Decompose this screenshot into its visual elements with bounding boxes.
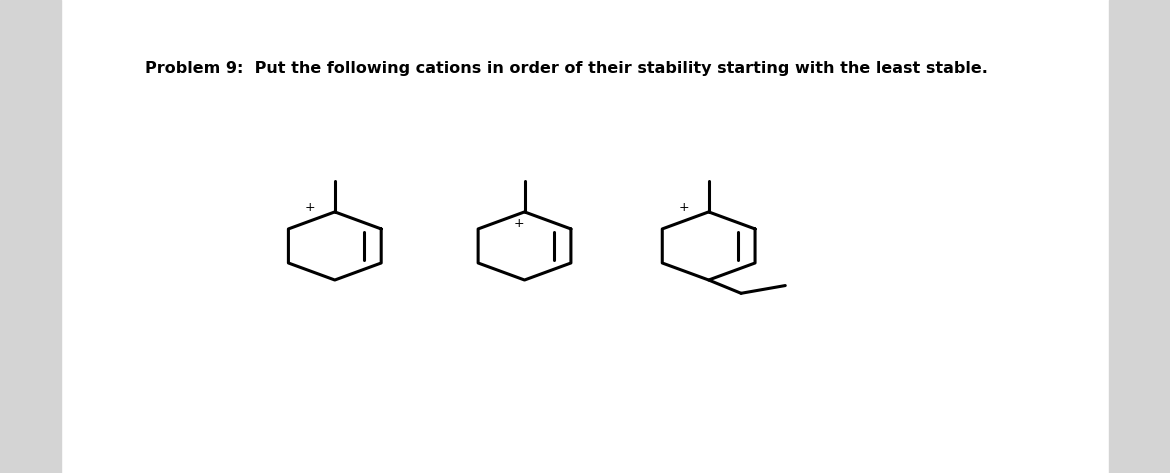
- Text: +: +: [514, 217, 524, 230]
- Text: +: +: [305, 201, 316, 214]
- Text: Problem 9:  Put the following cations in order of their stability starting with : Problem 9: Put the following cations in …: [145, 61, 987, 77]
- Text: +: +: [679, 201, 689, 214]
